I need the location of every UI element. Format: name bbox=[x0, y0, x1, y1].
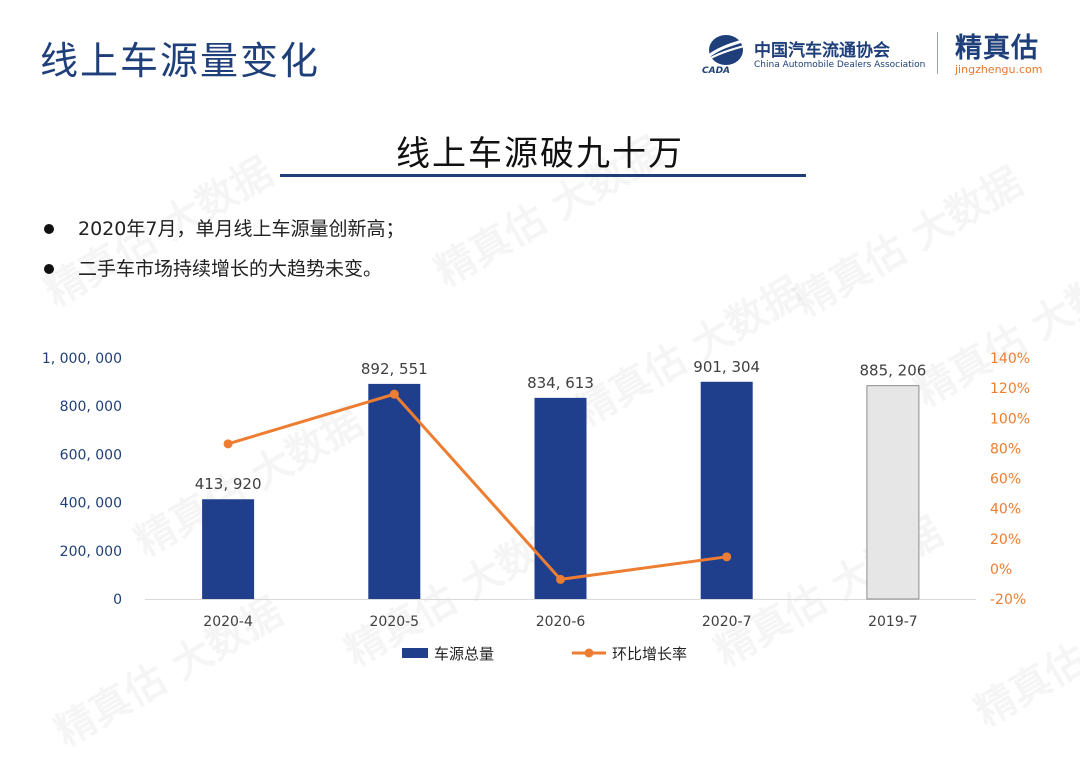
cada-name-cn: 中国汽车流通协会 bbox=[754, 41, 890, 61]
right-axis-tick-label: 100% bbox=[990, 411, 1030, 427]
slide-subtitle: 线上车源破九十万 bbox=[396, 134, 684, 174]
cada-logo: CADA 中国汽车流通协会 China Automobile Dealers A… bbox=[700, 30, 925, 78]
right-axis-tick-label: 0% bbox=[990, 562, 1012, 578]
growth-rate-point bbox=[223, 439, 233, 449]
cada-name-en: China Automobile Dealers Association bbox=[754, 60, 926, 70]
cada-emblem-icon bbox=[703, 35, 747, 65]
bullet-item: 二手车市场持续增长的大趋势未变。 bbox=[44, 252, 404, 292]
left-axis-tick-label: 200, 000 bbox=[60, 544, 122, 560]
subtitle-underline bbox=[280, 174, 806, 177]
brand-url: jingzhengu.com bbox=[955, 63, 1043, 76]
logo-divider bbox=[937, 32, 938, 74]
x-axis-tick-label: 2020-5 bbox=[370, 614, 420, 630]
left-axis-tick-label: 0 bbox=[113, 592, 122, 608]
right-axis-tick-label: 20% bbox=[990, 532, 1021, 548]
bullet-dot-icon bbox=[44, 264, 54, 274]
x-axis-tick-label: 2019-7 bbox=[868, 614, 918, 630]
growth-rate-point bbox=[389, 389, 399, 399]
right-axis-tick-label: 140% bbox=[990, 351, 1030, 367]
bar bbox=[700, 381, 753, 599]
bar-data-label: 834, 613 bbox=[527, 374, 594, 392]
brand-name: 精真估 bbox=[955, 33, 1039, 64]
bar bbox=[866, 385, 920, 600]
left-axis-tick-label: 800, 000 bbox=[60, 399, 122, 415]
bar-data-label: 413, 920 bbox=[195, 475, 262, 493]
page-title: 线上车源量变化 bbox=[40, 39, 321, 83]
bar-data-label: 901, 304 bbox=[693, 358, 760, 376]
bullet-dot-icon bbox=[44, 224, 54, 234]
cada-abbr: CADA bbox=[702, 66, 731, 76]
growth-rate-point bbox=[556, 574, 565, 584]
bar bbox=[368, 383, 421, 599]
bullet-list: 2020年7月，单月线上车源量创新高； 二手车市场持续增长的大趋势未变。 bbox=[44, 212, 404, 292]
right-axis-tick-label: 60% bbox=[990, 472, 1021, 488]
bar-data-label: 885, 206 bbox=[860, 362, 927, 380]
x-axis-tick-label: 2020-7 bbox=[702, 614, 752, 630]
legend-line-marker bbox=[584, 648, 594, 658]
right-axis-tick-label: 80% bbox=[990, 441, 1021, 457]
left-axis-tick-label: 600, 000 bbox=[60, 447, 122, 463]
bullet-text: 2020年7月，单月线上车源量创新高； bbox=[78, 218, 405, 240]
x-axis-tick-label: 2020-6 bbox=[536, 614, 586, 630]
bullet-text: 二手车市场持续增长的大趋势未变。 bbox=[78, 258, 383, 280]
combo-chart: 0 200, 000 400, 000 600, 000 800, 000 1, 000,… bbox=[42, 351, 1030, 663]
right-axis-tick-label: 40% bbox=[990, 502, 1021, 518]
growth-rate-point bbox=[722, 552, 732, 562]
jingzhengu-logo: 精真估 jingzhengu.com bbox=[955, 26, 1043, 76]
growth-rate-line bbox=[227, 392, 727, 581]
bullet-item: 2020年7月，单月线上车源量创新高； bbox=[44, 212, 404, 252]
legend-bar-swatch bbox=[402, 648, 428, 658]
bar-data-label: 892, 551 bbox=[361, 360, 428, 378]
bar bbox=[534, 397, 587, 599]
left-axis-tick-label: 400, 000 bbox=[60, 496, 122, 512]
right-axis-tick-label: 120% bbox=[990, 381, 1030, 397]
x-axis-tick-label: 2020-4 bbox=[203, 614, 253, 630]
right-axis-tick-label: -20% bbox=[990, 592, 1026, 608]
legend-bar-label: 车源总量 bbox=[434, 645, 494, 663]
legend-line-label: 环比增长率 bbox=[612, 645, 687, 663]
bar bbox=[202, 499, 255, 599]
left-axis-tick-label: 1, 000, 000 bbox=[42, 351, 122, 367]
